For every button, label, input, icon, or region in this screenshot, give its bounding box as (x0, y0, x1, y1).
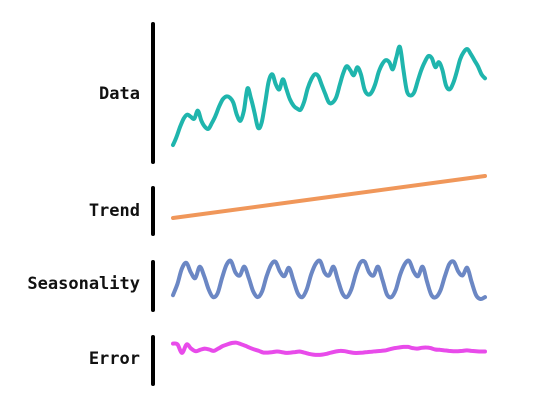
error-label: Error (88, 349, 140, 369)
trend-label: Trend (88, 201, 140, 221)
error-series-line (171, 340, 487, 357)
data-series-line (171, 44, 487, 147)
trend-series-line (171, 174, 487, 220)
seasonality-series-line (171, 258, 487, 302)
seasonality-label: Seasonality (27, 274, 140, 294)
data-label: Data (99, 84, 140, 104)
